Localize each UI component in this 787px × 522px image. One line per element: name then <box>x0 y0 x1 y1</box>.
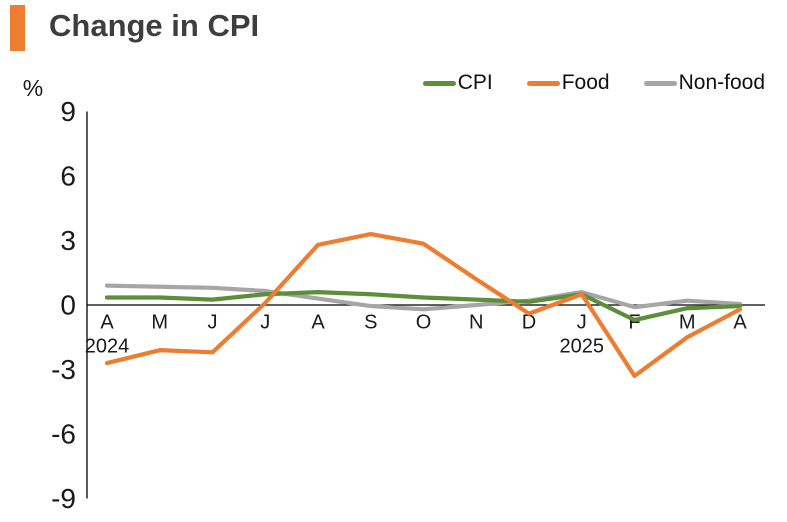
x-tick-label: F <box>628 312 640 334</box>
y-tick-label: -3 <box>51 354 76 385</box>
x-tick-label: J <box>208 312 218 334</box>
x-tick-label: M <box>679 312 696 334</box>
legend-item-cpi: CPI <box>422 71 493 95</box>
y-tick-label: -9 <box>51 483 76 514</box>
legend-item-non-food: Non-food <box>643 71 765 95</box>
title-accent-bar <box>10 5 25 51</box>
legend-label: Food <box>561 71 610 94</box>
series-line-cpi <box>104 290 743 323</box>
x-tick-label: J <box>260 312 270 334</box>
x-tick-label: M <box>151 312 168 334</box>
chart-title: Change in CPI <box>49 8 260 43</box>
y-tick-label: 9 <box>60 96 76 127</box>
x-tick-label: A <box>100 312 114 334</box>
x-tick-label: O <box>416 312 432 334</box>
x-tick-label: A <box>311 312 325 334</box>
y-tick-label: -6 <box>51 419 76 450</box>
x-tick-label: J <box>577 312 587 334</box>
legend-line-swatch <box>643 80 677 86</box>
y-tick-label: 6 <box>60 161 76 192</box>
y-tick-label: 3 <box>60 225 76 256</box>
legend-label: CPI <box>457 71 493 94</box>
x-tick-label: S <box>364 312 377 334</box>
legend-label: Non-food <box>678 71 765 94</box>
chart-legend: CPI Food Non-food <box>422 68 765 98</box>
x-year-label: 2024 <box>85 336 130 358</box>
x-tick-label: A <box>733 312 747 334</box>
x-tick-label: D <box>522 312 536 334</box>
series-line-food <box>104 231 743 379</box>
legend-item-food: Food <box>526 71 610 95</box>
y-axis-unit-label: % <box>23 75 43 101</box>
x-tick-label: N <box>469 312 483 334</box>
legend-line-swatch <box>526 80 560 86</box>
x-year-label: 2025 <box>560 336 605 358</box>
series-line-non-food <box>104 283 743 312</box>
legend-line-swatch <box>422 80 456 86</box>
y-tick-label: 0 <box>60 290 76 321</box>
